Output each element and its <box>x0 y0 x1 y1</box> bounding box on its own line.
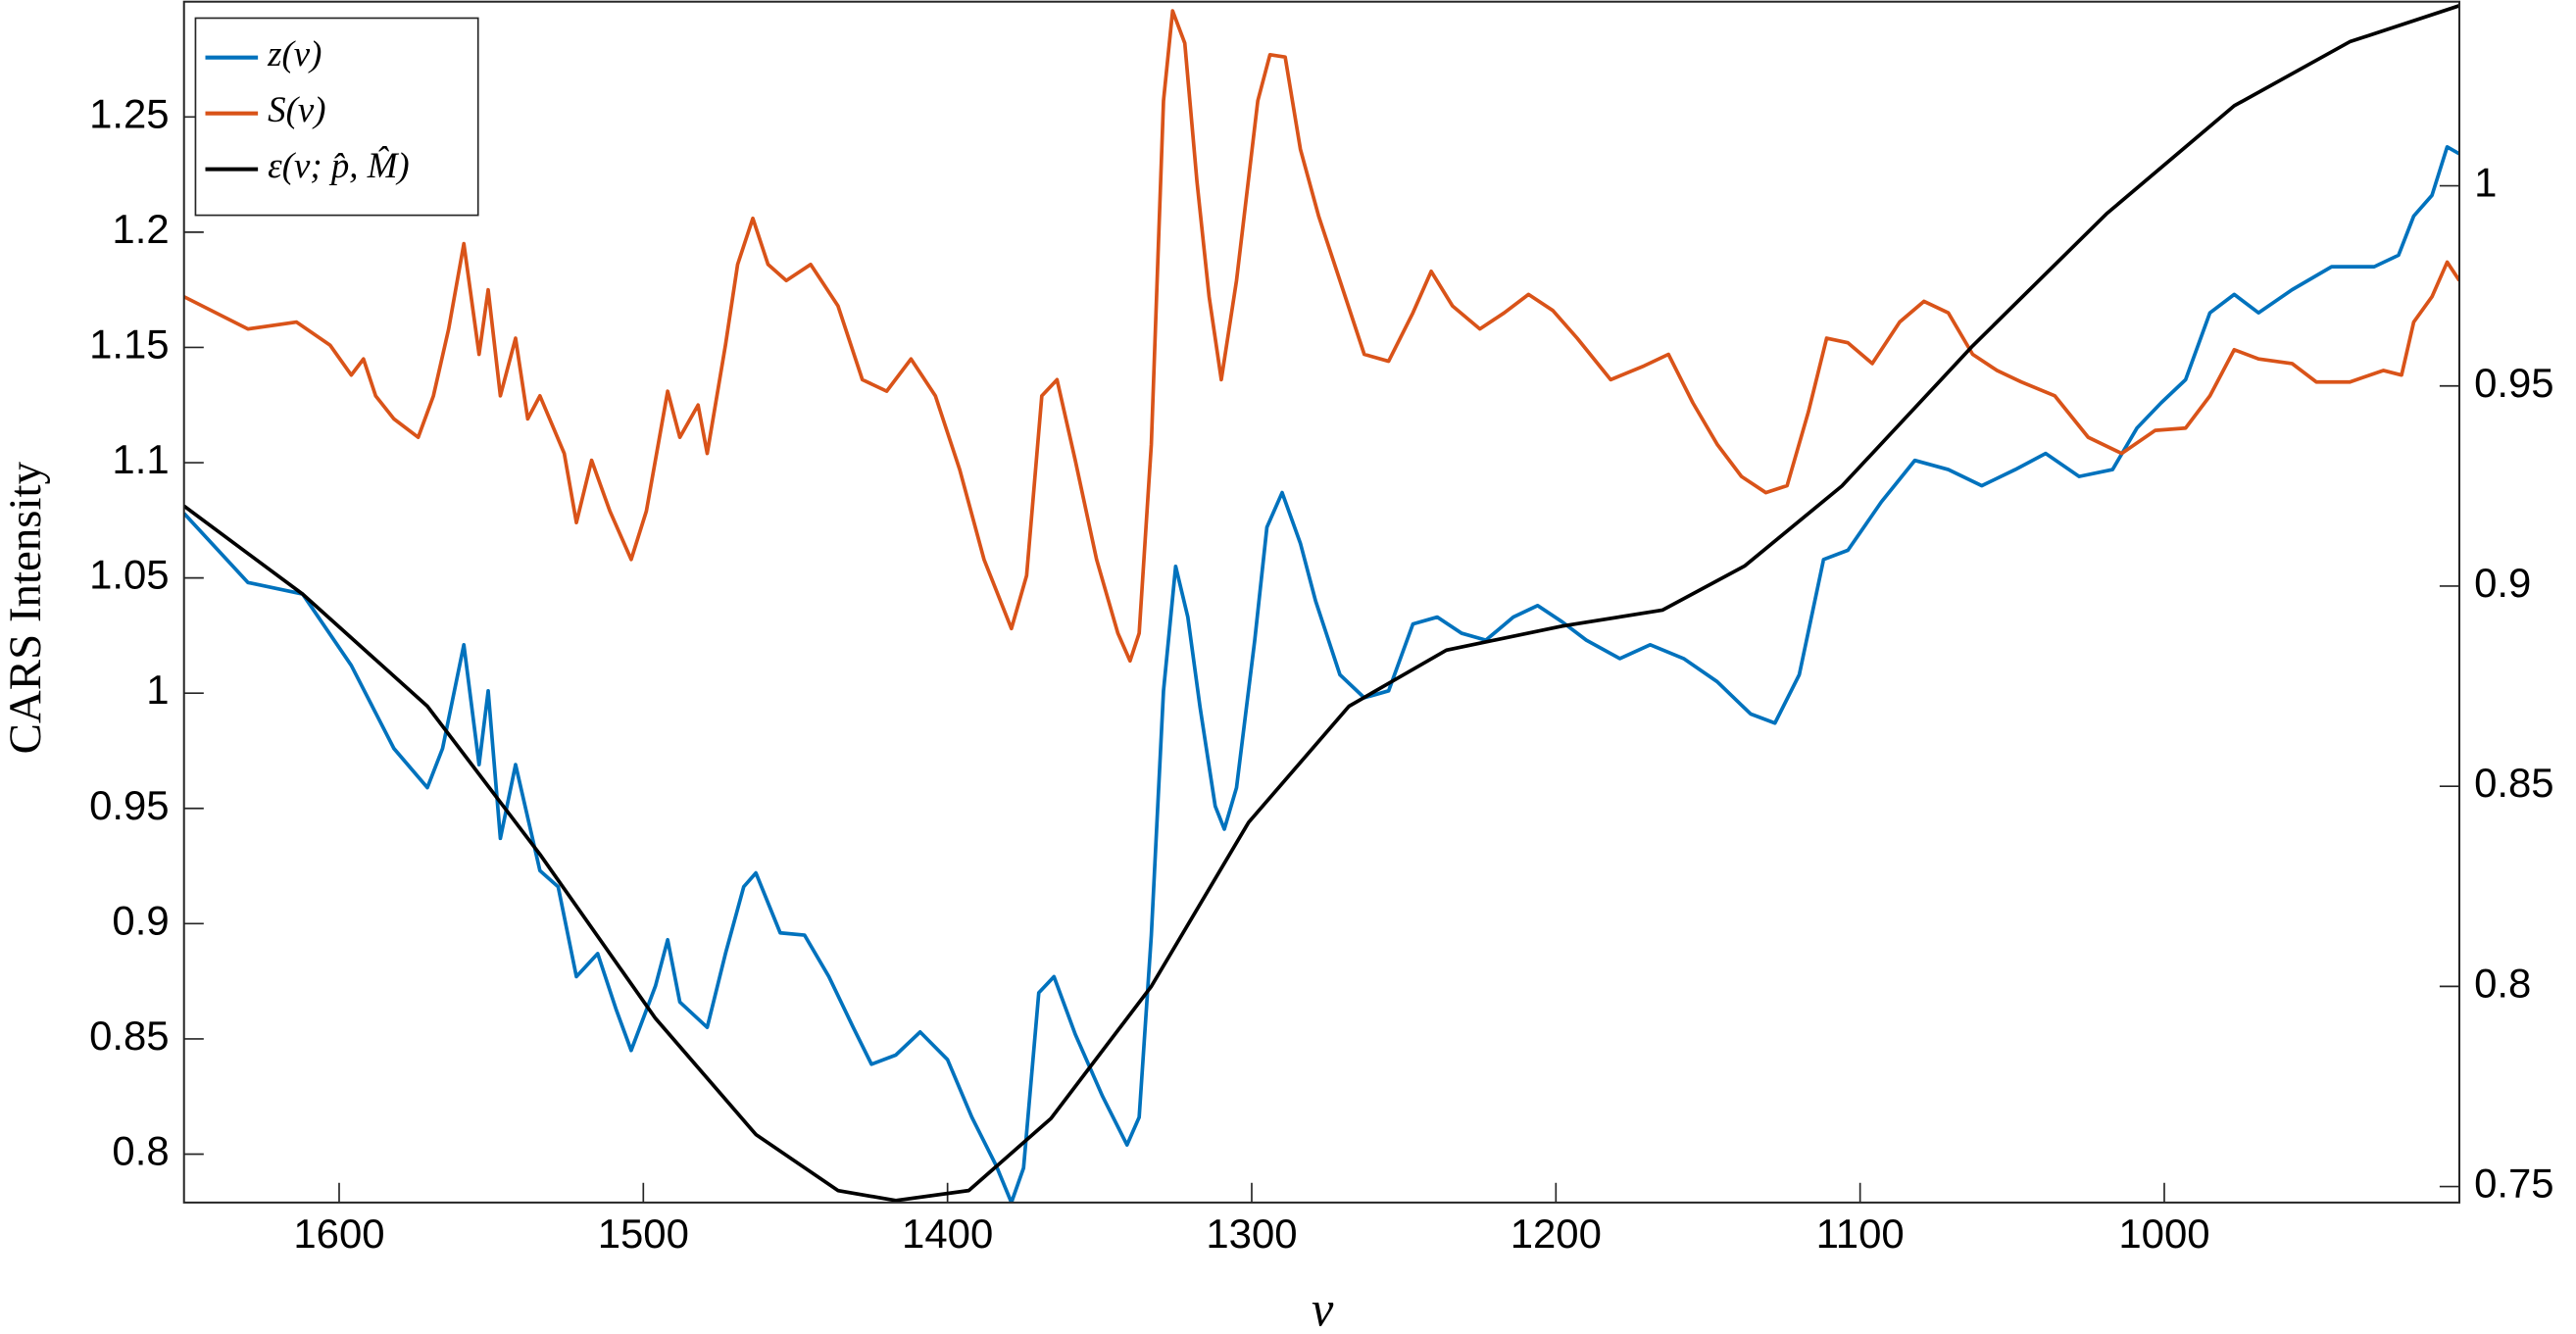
series-line <box>183 145 2460 1203</box>
legend-label: S(ν) <box>268 89 325 130</box>
x-tick-label: 1300 <box>1206 1210 1297 1257</box>
y2-tick-label: 1 <box>2474 160 2497 206</box>
series-line <box>183 9 2460 664</box>
y-tick-label: 1.15 <box>89 321 170 368</box>
x-tick-label: 1100 <box>1816 1210 1905 1257</box>
x-axis-label: ν <box>1312 1281 1334 1334</box>
y2-tick-label: 0.95 <box>2474 360 2554 406</box>
y-tick-label: 1.2 <box>112 206 169 252</box>
y2-tick-label: 0.8 <box>2474 960 2531 1006</box>
series-line <box>183 4 2460 1203</box>
legend-box <box>194 17 479 217</box>
y-tick-label: 1.05 <box>89 552 170 598</box>
y2-tick-label: 0.85 <box>2474 760 2554 806</box>
y2-tick-label: 0.9 <box>2474 560 2531 606</box>
y-axis-label: CARS Intensity <box>0 461 51 754</box>
x-tick-label: 1400 <box>902 1210 993 1257</box>
y-tick-label: 0.8 <box>112 1128 169 1174</box>
axes-box <box>182 0 2461 1204</box>
x-tick-label: 1200 <box>1511 1210 1602 1257</box>
y-tick-label: 1.25 <box>89 90 170 136</box>
x-tick-label: 1000 <box>2118 1210 2209 1257</box>
x-tick-label: 1500 <box>598 1210 689 1257</box>
y-tick-label: 0.9 <box>112 897 169 943</box>
x-tick-label: 1600 <box>293 1210 384 1257</box>
y-tick-label: 0.85 <box>89 1013 170 1059</box>
y2-tick-label: 0.75 <box>2474 1161 2554 1207</box>
y-tick-label: 0.95 <box>89 782 170 828</box>
y-tick-label: 1 <box>146 667 169 713</box>
legend-label: ε(ν; p̂, M̂) <box>268 145 410 186</box>
legend-label: z(ν) <box>267 33 322 74</box>
y-tick-label: 1.1 <box>112 436 169 482</box>
